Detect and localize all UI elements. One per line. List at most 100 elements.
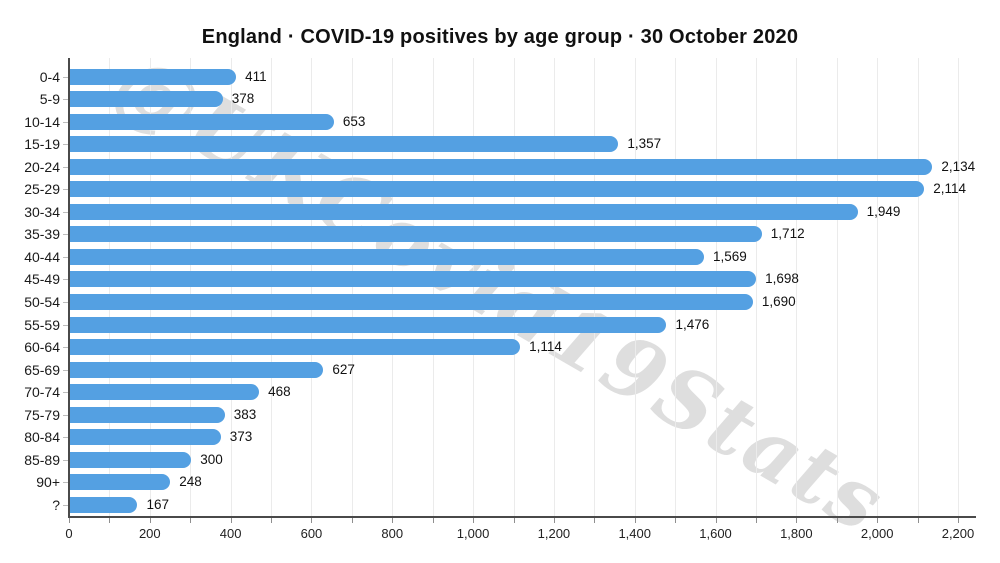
bar [70,136,619,153]
x-axis-tick [190,518,192,523]
x-axis-tick-label: 1,800 [780,526,813,541]
category-label: 40-44 [24,248,60,265]
x-axis-tick [877,518,879,523]
y-axis-line [68,58,70,518]
category-label: 0-4 [39,68,60,85]
x-axis-tick [432,518,434,523]
value-label: 627 [332,361,355,377]
y-axis-tick [63,189,68,191]
x-axis-tick [634,518,636,523]
bar [70,451,192,468]
x-axis-tick [715,518,717,523]
bar [70,406,225,423]
value-label: 2,134 [941,158,976,174]
category-label: 15-19 [24,136,60,153]
value-label: 1,357 [627,136,662,152]
x-axis-tick [917,518,919,523]
category-label: 50-54 [24,294,60,310]
x-axis-tick [755,518,757,523]
x-axis-tick [351,518,353,523]
gridline [796,58,798,516]
y-axis-tick [63,414,68,416]
bar [70,361,324,378]
category-label: 70-74 [24,384,60,401]
y-axis-tick [63,234,68,236]
gridline [917,58,919,516]
x-axis-tick [958,518,959,523]
value-label: 1,712 [770,226,805,242]
y-axis-tick [63,392,68,394]
category-label: 25-29 [24,181,60,198]
gridline [958,58,959,516]
value-label: 1,476 [675,316,710,332]
x-axis-tick-label: 2,200 [941,526,975,541]
x-axis-tick [836,518,838,523]
bar [70,474,171,491]
category-label: 80-84 [24,429,60,446]
value-label: 468 [268,384,291,400]
x-axis-tick-label: 2,000 [860,526,894,541]
x-axis-tick-label: 1,200 [537,526,571,541]
x-axis-tick [271,518,273,523]
bar [70,91,223,108]
x-axis-tick [311,518,313,523]
x-axis-tick-label: 800 [381,526,404,541]
x-axis-tick [230,518,232,523]
bar [70,203,858,220]
y-axis-tick [63,279,68,281]
x-axis-tick-label: 1,600 [699,526,732,541]
category-label: 65-69 [24,361,60,378]
x-axis-tick [473,518,475,523]
value-label: 653 [342,113,366,129]
value-label: 248 [179,474,202,490]
value-label: 300 [200,451,223,467]
category-label: 20-24 [24,158,60,175]
y-axis-tick [63,369,68,371]
bar [70,248,705,265]
y-axis-tick [63,211,68,213]
y-axis-tick [63,459,68,461]
x-axis-tick-label: 1,400 [618,526,651,541]
bar [70,316,667,333]
y-axis-tick [63,121,68,123]
x-axis-tick-label: 600 [300,526,323,541]
gridline [836,58,838,516]
y-axis-tick [63,302,68,303]
chart-title: England · COVID-19 positives by age grou… [201,26,799,48]
y-axis-tick [63,482,68,484]
value-label: 378 [231,91,255,107]
category-label: 45-49 [24,271,60,288]
bar [70,496,138,513]
gridline [755,58,757,516]
y-axis-tick [63,76,68,78]
x-axis-tick [675,518,677,523]
x-axis-tick [392,518,394,523]
bar [70,294,753,310]
value-label: 1,114 [529,339,562,355]
x-axis-tick [513,518,515,523]
bar [70,158,933,175]
category-label: 35-39 [24,226,60,243]
y-axis-tick [63,166,68,168]
value-label: 1,569 [713,248,747,264]
value-label: 1,690 [761,294,796,309]
category-label: 90+ [36,474,60,491]
x-axis-tick [594,518,596,523]
category-label: 10-14 [24,113,60,130]
value-label: 373 [229,429,253,445]
category-label: 30-34 [24,203,60,220]
y-axis-tick [63,256,68,258]
x-axis-tick [553,518,555,523]
gridline [877,58,879,516]
y-axis-tick [63,144,68,146]
x-axis-tick-label: 400 [219,526,242,541]
x-axis-tick-label: 1,000 [456,526,490,541]
value-label: 411 [245,68,267,84]
x-axis-tick [109,518,111,523]
bar [70,226,762,243]
bar [70,429,221,446]
value-label: 1,949 [866,203,901,219]
x-axis-tick-label: 200 [138,526,161,541]
y-axis-tick [63,437,68,439]
